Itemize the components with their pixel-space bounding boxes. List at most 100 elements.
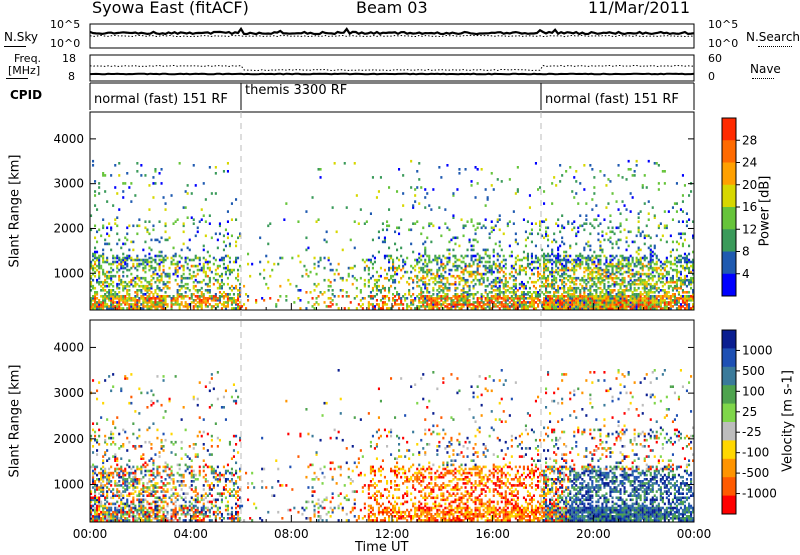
power-cell bbox=[497, 253, 499, 256]
power-cell bbox=[674, 202, 676, 205]
power-cell bbox=[161, 295, 163, 298]
power-cell bbox=[446, 249, 448, 252]
power-cell bbox=[612, 277, 614, 280]
power-cell bbox=[624, 229, 626, 232]
power-cell bbox=[324, 239, 326, 242]
power-cell bbox=[487, 271, 489, 274]
power-cell bbox=[94, 287, 96, 290]
power-cell bbox=[503, 255, 505, 258]
power-cell bbox=[571, 190, 573, 193]
velocity-cell bbox=[156, 497, 158, 500]
power-cell bbox=[463, 225, 465, 228]
power-cell bbox=[344, 162, 346, 165]
power-cell bbox=[120, 295, 122, 298]
power-cell bbox=[682, 257, 684, 260]
power-cell bbox=[430, 261, 432, 264]
power-cell bbox=[148, 287, 150, 290]
power-cell bbox=[108, 305, 110, 308]
power-cell bbox=[126, 172, 128, 175]
power-cell bbox=[686, 295, 688, 298]
power-cell bbox=[438, 206, 440, 209]
power-cell bbox=[108, 243, 110, 246]
power-cell bbox=[493, 285, 495, 288]
power-cell bbox=[605, 184, 607, 187]
power-cell bbox=[646, 225, 648, 228]
power-cell bbox=[475, 239, 477, 242]
power-cell bbox=[682, 200, 684, 203]
velocity-cell bbox=[163, 416, 165, 419]
power-cell bbox=[483, 273, 485, 276]
power-cell bbox=[378, 231, 380, 234]
power-cell bbox=[618, 174, 620, 177]
velocity-cell bbox=[112, 488, 114, 491]
power-cell bbox=[314, 267, 316, 270]
power-cell bbox=[187, 295, 189, 298]
power-cell bbox=[297, 297, 299, 300]
power-cell bbox=[469, 263, 471, 266]
power-cell bbox=[630, 295, 632, 298]
power-cell bbox=[416, 281, 418, 284]
velocity-cell bbox=[144, 499, 146, 502]
power-cell bbox=[412, 279, 414, 282]
power-cell bbox=[565, 170, 567, 173]
velocity-cell bbox=[136, 509, 138, 512]
velocity-cell bbox=[114, 507, 116, 510]
power-cell bbox=[402, 307, 404, 310]
power-cell bbox=[650, 237, 652, 240]
power-cell bbox=[247, 299, 249, 302]
power-cell bbox=[404, 261, 406, 264]
power-cell bbox=[436, 269, 438, 272]
power-cell bbox=[185, 277, 187, 280]
power-cell bbox=[316, 220, 318, 223]
power-cell bbox=[114, 261, 116, 264]
power-cell bbox=[676, 249, 678, 252]
velocity-cell bbox=[154, 476, 156, 479]
power-cell bbox=[223, 235, 225, 238]
power-cell bbox=[177, 261, 179, 264]
power-cell bbox=[670, 267, 672, 270]
power-cell bbox=[674, 263, 676, 266]
power-cell bbox=[553, 233, 555, 236]
power-cell bbox=[448, 269, 450, 272]
power-cell bbox=[483, 277, 485, 280]
power-cell bbox=[132, 241, 134, 244]
velocity-cell bbox=[96, 449, 98, 452]
velocity-cell bbox=[150, 470, 152, 473]
power-cell bbox=[428, 269, 430, 272]
power-cell bbox=[116, 265, 118, 268]
power-cell bbox=[573, 277, 575, 280]
power-cell bbox=[483, 249, 485, 252]
power-cell bbox=[410, 186, 412, 189]
power-cell bbox=[156, 301, 158, 304]
power-cell bbox=[100, 295, 102, 298]
power-cell bbox=[454, 269, 456, 272]
power-cell bbox=[152, 293, 154, 296]
power-cell bbox=[652, 267, 654, 270]
power-cell bbox=[173, 273, 175, 276]
y-tick-label: 2000 bbox=[53, 221, 84, 235]
velocity-cell bbox=[98, 513, 100, 516]
power-cell bbox=[173, 259, 175, 262]
power-cell bbox=[209, 295, 211, 298]
velocity-cell bbox=[144, 470, 146, 473]
power-cell bbox=[422, 275, 424, 278]
velocity-cell bbox=[132, 445, 134, 448]
power-cell bbox=[134, 281, 136, 284]
power-cell bbox=[132, 263, 134, 266]
power-cell bbox=[670, 251, 672, 254]
power-cell bbox=[609, 289, 611, 292]
power-cell bbox=[211, 305, 213, 308]
power-cell bbox=[557, 295, 559, 298]
power-cell bbox=[658, 259, 660, 262]
power-cell bbox=[120, 247, 122, 250]
power-cell bbox=[136, 275, 138, 278]
power-cell bbox=[456, 287, 458, 290]
power-cell bbox=[609, 237, 611, 240]
power-cell bbox=[640, 210, 642, 213]
power-cell bbox=[676, 241, 678, 244]
power-cell bbox=[195, 303, 197, 306]
velocity-cell bbox=[159, 515, 161, 518]
power-cell bbox=[428, 279, 430, 282]
power-cell bbox=[636, 265, 638, 268]
power-cell bbox=[531, 229, 533, 232]
